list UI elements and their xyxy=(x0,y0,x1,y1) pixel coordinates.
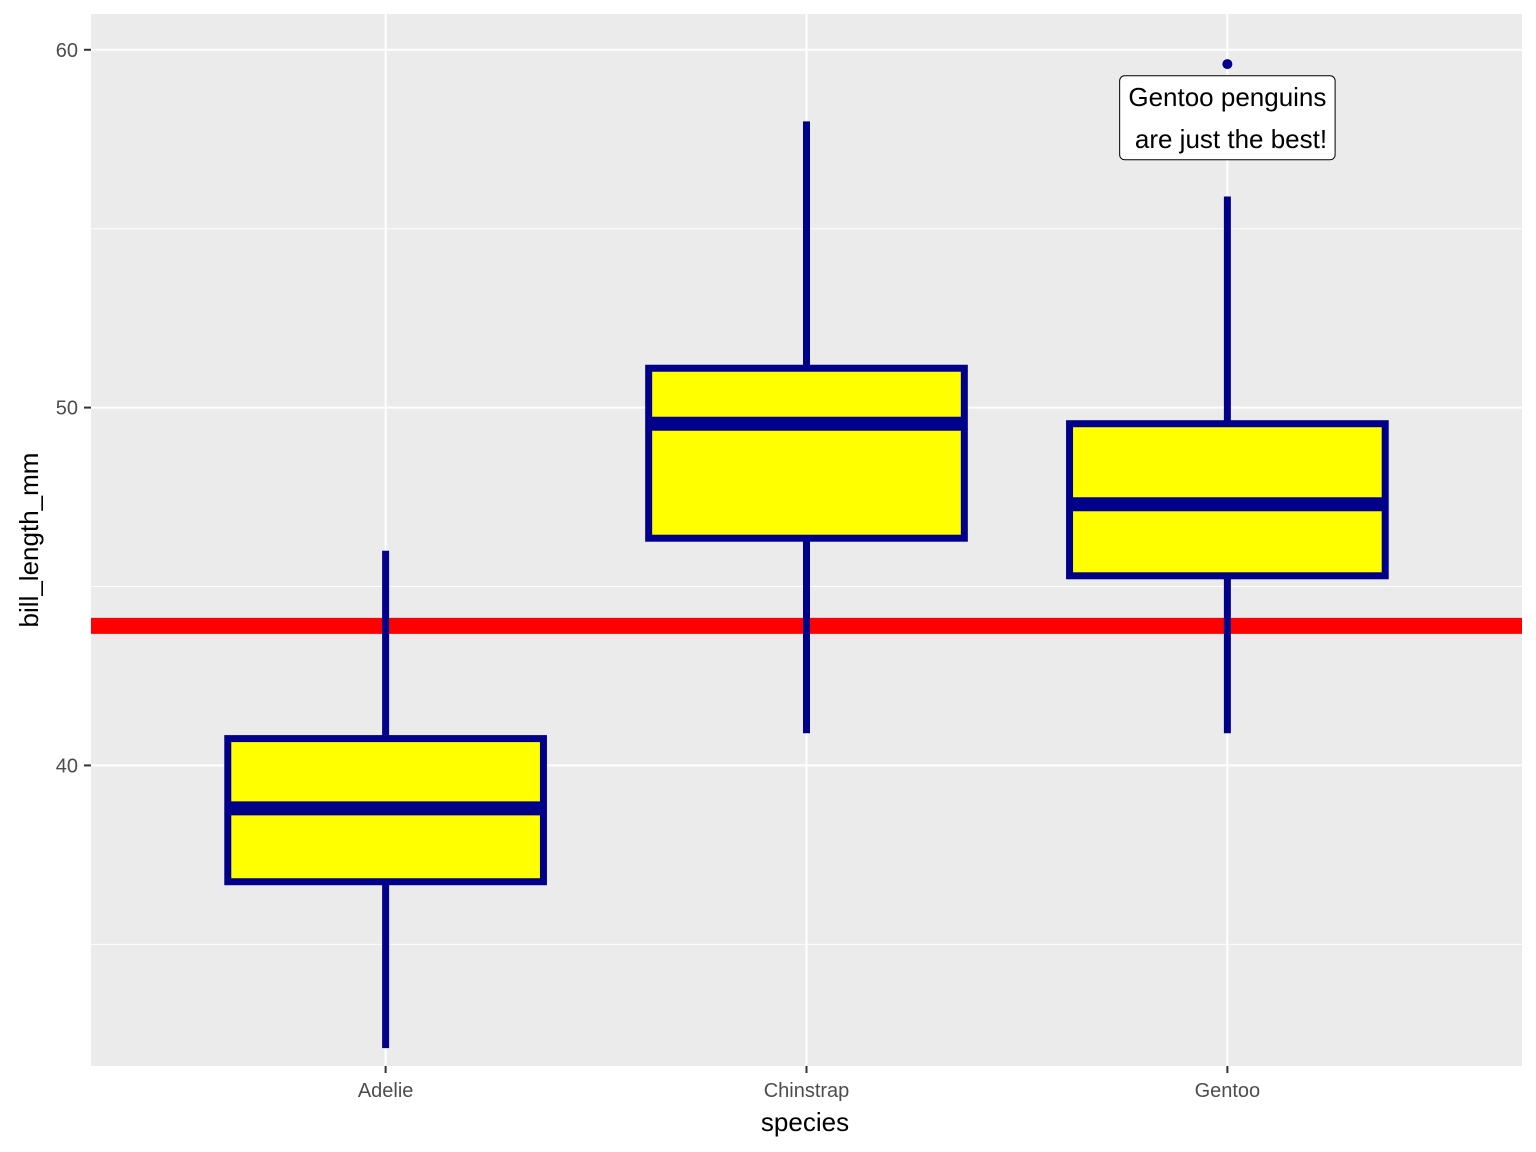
y-tick-label: 60 xyxy=(56,40,78,62)
outlier-point xyxy=(1222,59,1233,70)
axes-layer: 40 50 60 Adelie Chinstrap Gentoo xyxy=(56,40,1260,1102)
boxes-layer xyxy=(224,59,1389,1049)
x-tick-label: Adelie xyxy=(358,1080,414,1102)
x-axis-title: species xyxy=(761,1107,849,1137)
y-tick-label: 50 xyxy=(56,398,78,420)
box-chinstrap xyxy=(645,364,968,542)
y-axis-title: bill_length_mm xyxy=(14,453,44,628)
annotation-label-box xyxy=(1119,75,1336,161)
annotation-layer: Gentoo penguins are just the best! xyxy=(1119,75,1336,161)
y-tick-label: 40 xyxy=(56,755,78,777)
annotation-line: Gentoo penguins xyxy=(1128,82,1326,112)
x-tick-label: Gentoo xyxy=(1195,1080,1261,1102)
annotation-line: are just the best! xyxy=(1128,124,1327,154)
x-tick-label: Chinstrap xyxy=(764,1080,850,1102)
